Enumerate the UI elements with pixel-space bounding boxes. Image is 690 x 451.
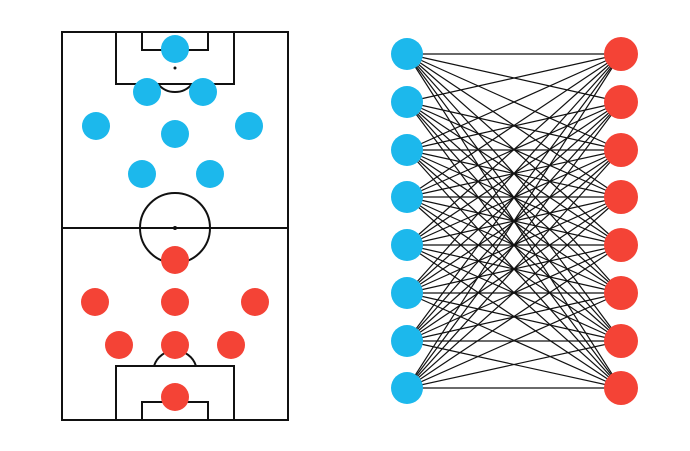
graph-edge: [406, 196, 622, 389]
top-penalty-arc: [157, 83, 193, 94]
team-a-player: [189, 78, 217, 106]
center-spot: [173, 226, 177, 230]
right-node: [604, 276, 638, 310]
team-a-player: [161, 120, 189, 148]
graph-edge: [406, 340, 622, 389]
right-node: [604, 85, 638, 119]
graph-edge: [406, 292, 622, 389]
team-b-player: [161, 288, 189, 316]
team-b-player: [161, 246, 189, 274]
team-b-player: [217, 331, 245, 359]
graph-edge: [406, 53, 622, 103]
team-a-player: [82, 112, 110, 140]
graph-edge: [406, 53, 622, 294]
right-node: [604, 133, 638, 167]
team-b-player: [241, 288, 269, 316]
team-b-player: [81, 288, 109, 316]
top-penalty-spot: [173, 66, 177, 70]
left-node: [391, 229, 423, 261]
team-b-player: [161, 331, 189, 359]
right-node: [604, 324, 638, 358]
right-node: [604, 180, 638, 214]
left-node: [391, 181, 423, 213]
football-pitch: [61, 31, 289, 421]
team-a-player: [196, 160, 224, 188]
graph-edge: [406, 53, 622, 342]
left-node: [391, 86, 423, 118]
graph-edge: [406, 101, 622, 389]
right-node: [604, 37, 638, 71]
left-node: [391, 372, 423, 404]
team-a-player: [161, 35, 189, 63]
left-node: [391, 325, 423, 357]
team-a-player: [133, 78, 161, 106]
graph-nodes: [391, 37, 638, 405]
team-b-player: [161, 383, 189, 411]
graph-edge: [406, 53, 622, 198]
team-b-player: [105, 331, 133, 359]
right-node: [604, 228, 638, 262]
team-a-player: [235, 112, 263, 140]
right-node: [604, 371, 638, 405]
graph-edge: [406, 53, 622, 151]
graph-edges: [406, 53, 622, 389]
left-node: [391, 277, 423, 309]
graph-edge: [406, 53, 622, 246]
team-a-player: [128, 160, 156, 188]
graph-edge: [406, 244, 622, 389]
players-layer: [81, 35, 269, 411]
left-node: [391, 38, 423, 70]
left-node: [391, 134, 423, 166]
graph-edge: [406, 53, 622, 389]
graph-edge: [406, 149, 622, 389]
